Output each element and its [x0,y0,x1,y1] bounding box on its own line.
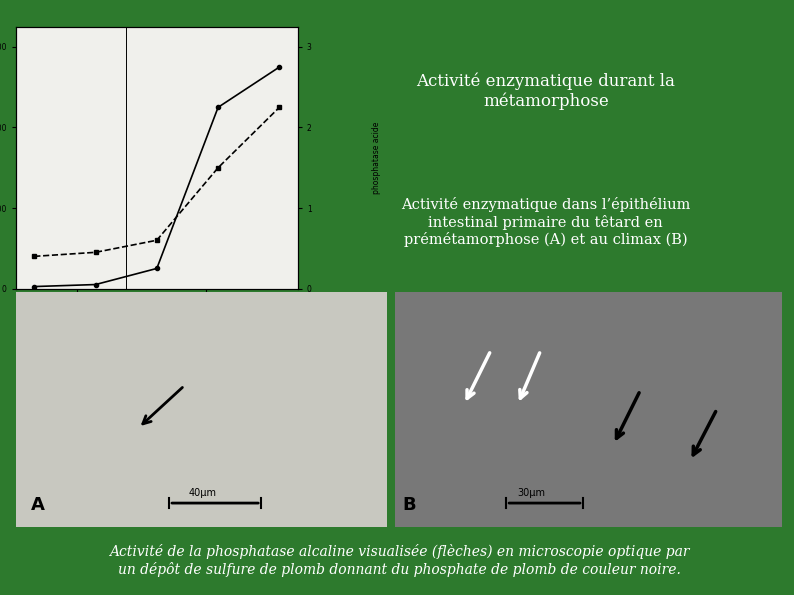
Text: B: B [403,496,416,514]
Bar [16,292,387,527]
Text: 30μm: 30μm [518,488,545,498]
Text: Activité enzymatique dans l’épithélium
intestinal primaire du têtard en
prémétam: Activité enzymatique dans l’épithélium i… [401,197,691,247]
Bar [395,292,782,527]
Text: 40μm: 40μm [188,488,216,498]
Text: Activité enzymatique durant la
métamorphose: Activité enzymatique durant la métamorph… [416,72,676,110]
Text: phosphatase acide: phosphatase acide [372,121,381,194]
Text: Activité de la phosphatase alcaline visualisée (flèches) en microscopie optique : Activité de la phosphatase alcaline visu… [109,544,689,577]
Text: A: A [31,496,45,514]
